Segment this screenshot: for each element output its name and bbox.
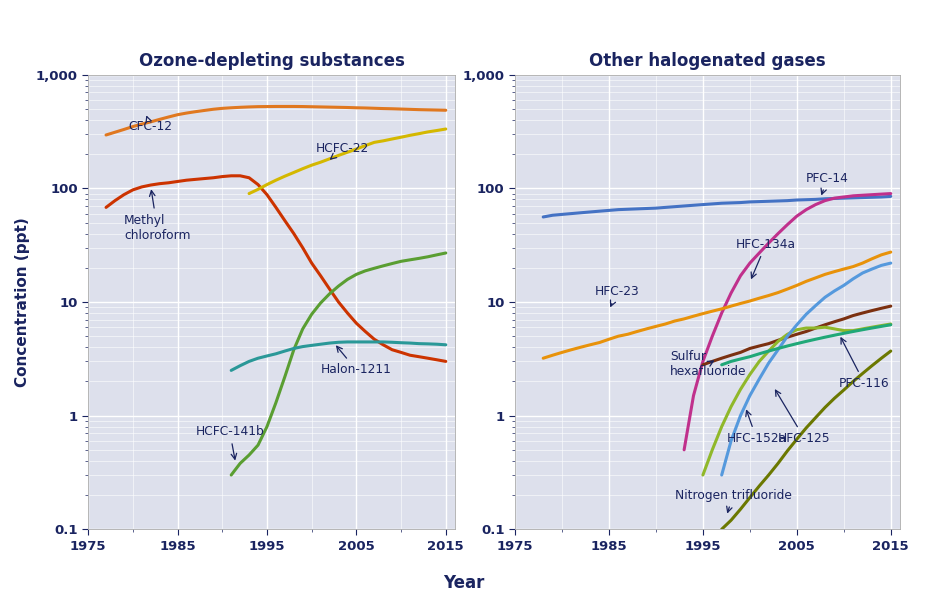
Title: Other halogenated gases: Other halogenated gases: [589, 53, 825, 71]
Text: HFC-152a: HFC-152a: [726, 411, 786, 445]
Text: HFC-23: HFC-23: [594, 285, 639, 306]
Text: Nitrogen trifluoride: Nitrogen trifluoride: [674, 489, 791, 512]
Text: HCFC-141b: HCFC-141b: [196, 425, 264, 459]
Text: Year: Year: [443, 574, 484, 592]
Text: PFC-14: PFC-14: [806, 172, 848, 194]
Text: CFC-12: CFC-12: [128, 117, 172, 133]
Text: HFC-125: HFC-125: [775, 390, 830, 445]
Text: HFC-134a: HFC-134a: [735, 238, 795, 278]
Text: Methyl
chloroform: Methyl chloroform: [124, 191, 190, 242]
Text: Halon-1211: Halon-1211: [320, 346, 391, 376]
Y-axis label: Concentration (ppt): Concentration (ppt): [15, 217, 31, 387]
Text: HCFC-22: HCFC-22: [316, 142, 369, 159]
Title: Ozone-depleting substances: Ozone-depleting substances: [138, 53, 404, 71]
Text: PFC-116: PFC-116: [838, 338, 889, 390]
Text: Sulfur
hexafluoride: Sulfur hexafluoride: [669, 350, 745, 378]
